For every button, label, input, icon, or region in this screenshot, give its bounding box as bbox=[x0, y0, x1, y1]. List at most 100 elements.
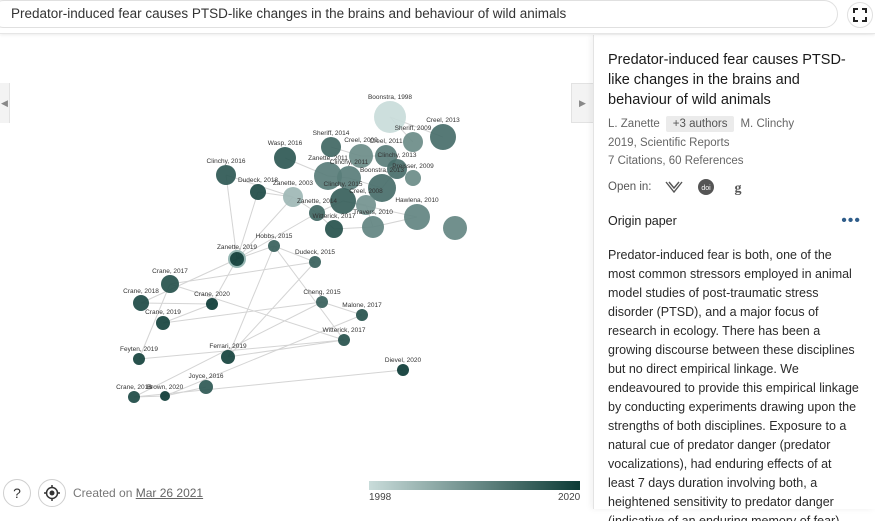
paper-node[interactable]: Boonstra, 1998 bbox=[368, 94, 412, 133]
paper-node[interactable]: Witterick, 2017 bbox=[323, 327, 366, 346]
paper-node-circle[interactable] bbox=[268, 240, 280, 252]
paper-node[interactable]: Malone, 2017 bbox=[342, 302, 382, 321]
paper-node[interactable]: Zanette, 2003 bbox=[273, 180, 313, 207]
paper-node[interactable]: Crane, 2018 bbox=[116, 384, 152, 403]
paper-node-circle[interactable] bbox=[133, 295, 149, 311]
first-author[interactable]: L. Zanette bbox=[608, 118, 660, 130]
paper-node-circle[interactable] bbox=[221, 350, 235, 364]
paper-node-circle[interactable] bbox=[368, 174, 396, 202]
paper-node[interactable]: Ferrari, 2019 bbox=[209, 343, 247, 364]
semantic-scholar-icon[interactable] bbox=[665, 178, 684, 196]
paper-node-label: Clinchy, 2011 bbox=[330, 159, 369, 166]
paper-node[interactable]: Witterick, 2017 bbox=[313, 213, 356, 238]
collapse-left-button[interactable]: ◀ bbox=[0, 83, 10, 123]
paper-node-circle[interactable] bbox=[133, 353, 145, 365]
paper-title: Predator-induced fear causes PTSD-like c… bbox=[608, 52, 846, 108]
paper-node[interactable]: Brown, 2020 bbox=[147, 384, 184, 401]
paper-node[interactable]: Cheng, 2015 bbox=[303, 289, 341, 308]
paper-node-circle[interactable] bbox=[156, 316, 170, 330]
google-scholar-icon[interactable]: g bbox=[729, 178, 747, 196]
paper-node-circle[interactable] bbox=[356, 195, 376, 215]
paper-node[interactable]: Crane, 2018 bbox=[123, 288, 159, 311]
paper-node[interactable]: Joyce, 2016 bbox=[188, 373, 224, 394]
paper-node[interactable]: Dudeck, 2015 bbox=[295, 249, 335, 268]
paper-node-circle[interactable] bbox=[430, 124, 456, 150]
paper-node-circle[interactable] bbox=[330, 188, 356, 214]
created-date-link[interactable]: Mar 26 2021 bbox=[135, 486, 204, 500]
more-options-icon[interactable]: ••• bbox=[841, 212, 861, 229]
paper-node[interactable]: Creel, 2009 bbox=[344, 137, 378, 168]
paper-node-circle[interactable] bbox=[161, 275, 179, 293]
graph-view[interactable]: Boonstra, 1998 Creel, 2013 Sheriff, 2009 Sh… bbox=[0, 35, 593, 509]
paper-node-circle[interactable] bbox=[309, 205, 325, 221]
last-author[interactable]: M. Clinchy bbox=[740, 118, 795, 130]
paper-node-circle[interactable] bbox=[228, 250, 246, 268]
paper-node[interactable]: Boonstra, 2013 bbox=[360, 167, 404, 202]
paper-node[interactable]: Crane, 2020 bbox=[194, 291, 230, 310]
paper-node[interactable]: Dievel, 2020 bbox=[385, 357, 422, 376]
paper-node-label: Boonstra, 2013 bbox=[360, 167, 404, 174]
citation-edge bbox=[236, 212, 318, 260]
paper-node-circle[interactable] bbox=[397, 364, 409, 376]
paper-node[interactable]: Creel, 2008 bbox=[349, 188, 383, 215]
citation-edge bbox=[162, 303, 213, 324]
paper-node[interactable]: Dudeck, 2018 bbox=[238, 177, 278, 200]
paper-node[interactable]: Hawlena, 2010 bbox=[395, 197, 439, 230]
paper-node-circle[interactable] bbox=[283, 187, 303, 207]
paper-node-circle[interactable] bbox=[337, 166, 361, 190]
legend-min-label: 1998 bbox=[369, 492, 392, 503]
paper-node[interactable]: Clinchy, 2015 bbox=[324, 181, 363, 214]
paper-node[interactable]: Preisser, 2009 bbox=[392, 163, 434, 186]
paper-node-circle[interactable] bbox=[325, 220, 343, 238]
paper-node[interactable]: Sheriff, 2014 bbox=[313, 130, 350, 157]
paper-node[interactable]: Zanette, 2019 bbox=[217, 244, 257, 268]
paper-node-circle[interactable] bbox=[405, 170, 421, 186]
paper-node[interactable]: Crane, 2017 bbox=[152, 268, 188, 293]
paper-node[interactable]: Hobbs, 2015 bbox=[256, 233, 293, 252]
paper-node[interactable]: Zanette, 2011 bbox=[308, 155, 348, 190]
paper-node-circle[interactable] bbox=[250, 184, 266, 200]
paper-node[interactable]: Zanette, 2014 bbox=[297, 198, 337, 221]
paper-node-circle[interactable] bbox=[362, 216, 384, 238]
paper-node[interactable]: Wasp, 2016 bbox=[268, 140, 303, 169]
paper-node-circle[interactable] bbox=[128, 391, 140, 403]
paper-node-circle[interactable] bbox=[374, 101, 406, 133]
chevron-left-icon: ◀ bbox=[1, 97, 8, 108]
paper-node[interactable]: Clinchy, 2011 bbox=[330, 159, 369, 190]
paper-node-circle[interactable] bbox=[160, 391, 170, 401]
paper-node-circle[interactable] bbox=[314, 162, 342, 190]
paper-node-circle[interactable] bbox=[349, 144, 373, 168]
collapse-right-button[interactable]: ▶ bbox=[571, 83, 593, 123]
citation-count: 7 Citations, 60 References bbox=[608, 155, 744, 167]
search-input[interactable]: Predator-induced fear causes PTSD-like c… bbox=[0, 0, 838, 28]
paper-node-circle[interactable] bbox=[321, 137, 341, 157]
fullscreen-button[interactable] bbox=[847, 2, 873, 28]
paper-node[interactable]: Feyten, 2019 bbox=[120, 346, 158, 365]
paper-node-label: Witterick, 2017 bbox=[323, 327, 366, 334]
paper-node[interactable]: Clinchy, 2016 bbox=[207, 158, 246, 185]
paper-node-circle[interactable] bbox=[387, 159, 407, 179]
paper-node[interactable] bbox=[443, 216, 467, 240]
doi-icon[interactable]: doi bbox=[697, 178, 715, 196]
paper-node-circle[interactable] bbox=[404, 204, 430, 230]
paper-node[interactable]: Clinchy, 2013 bbox=[378, 152, 417, 179]
paper-node[interactable]: Crane, 2019 bbox=[145, 309, 181, 330]
paper-node-circle[interactable] bbox=[206, 298, 218, 310]
paper-node-circle[interactable] bbox=[356, 309, 368, 321]
help-button[interactable]: ? bbox=[3, 479, 31, 507]
locate-button[interactable] bbox=[38, 479, 66, 507]
paper-node[interactable]: Creel, 2013 bbox=[426, 117, 460, 150]
paper-node[interactable]: Sheriff, 2009 bbox=[395, 125, 432, 152]
paper-node-circle[interactable] bbox=[309, 256, 321, 268]
more-authors-badge[interactable]: +3 authors bbox=[665, 116, 735, 132]
paper-node-circle[interactable] bbox=[274, 147, 296, 169]
paper-node-circle[interactable] bbox=[316, 296, 328, 308]
paper-node-circle[interactable] bbox=[216, 165, 236, 185]
paper-node-circle[interactable] bbox=[199, 380, 213, 394]
paper-node-circle[interactable] bbox=[403, 132, 423, 152]
paper-node-label: Cheng, 2015 bbox=[303, 289, 341, 296]
paper-node[interactable]: Travers, 2010 bbox=[353, 209, 393, 238]
paper-node-circle[interactable] bbox=[338, 334, 350, 346]
